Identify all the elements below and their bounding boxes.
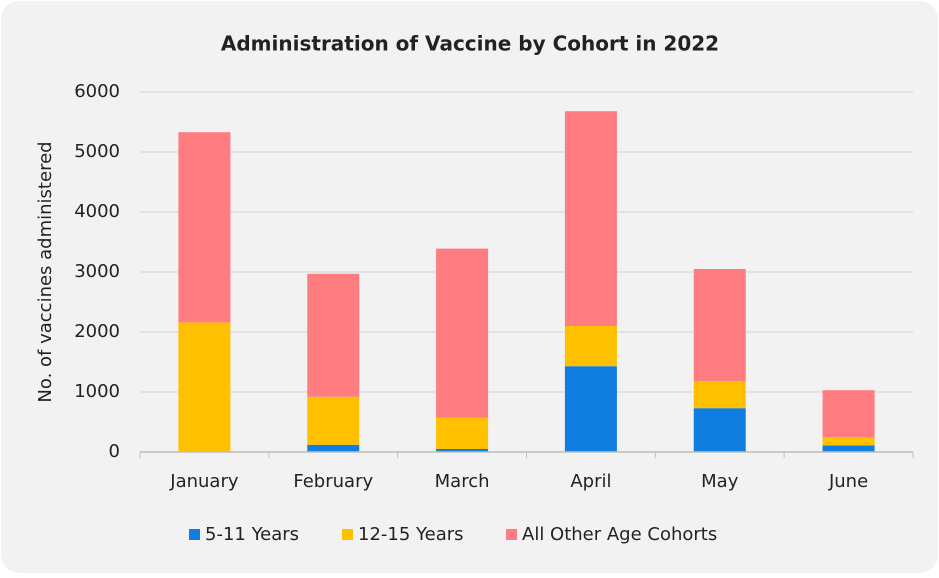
bar-segment [307, 444, 360, 452]
y-tick-label: 6000 [74, 81, 120, 102]
bar-segment [178, 132, 231, 323]
legend-label: 12-15 Years [358, 524, 464, 545]
y-axis-label: No. of vaccines administered [35, 141, 56, 402]
bar-segment [822, 437, 875, 446]
bar-segment [307, 273, 360, 397]
bar-segment [564, 326, 617, 367]
bar-segment [693, 381, 746, 409]
legend-label: All Other Age Cohorts [522, 524, 717, 545]
x-tick-label: May [701, 471, 739, 492]
bar-segment [436, 248, 489, 418]
y-tick-label: 3000 [74, 261, 120, 282]
bar-segment [436, 417, 489, 449]
y-tick-label: 5000 [74, 141, 120, 162]
bar-segment [307, 396, 360, 445]
legend-swatch [189, 529, 200, 540]
x-tick-label: January [169, 471, 239, 492]
legend-label: 5-11 Years [205, 524, 299, 545]
y-tick-label: 2000 [74, 321, 120, 342]
x-tick-label: March [435, 471, 490, 492]
bar-segment [693, 408, 746, 452]
chart-title: Administration of Vaccine by Cohort in 2… [221, 32, 719, 56]
x-tick-label: April [570, 471, 611, 492]
y-tick-label: 4000 [74, 201, 120, 222]
bar-segment [822, 445, 875, 452]
x-tick-label: February [293, 471, 373, 492]
y-tick-label: 0 [109, 441, 120, 462]
legend-swatch [342, 529, 353, 540]
bar-segment [436, 449, 489, 452]
bar-segment [693, 269, 746, 382]
bar-segment [822, 390, 875, 437]
y-tick-label: 1000 [74, 381, 120, 402]
legend-swatch [506, 529, 517, 540]
x-tick-label: June [828, 471, 868, 492]
bar-segment [178, 322, 231, 452]
bar-segment [564, 111, 617, 326]
bar-segment [564, 366, 617, 452]
